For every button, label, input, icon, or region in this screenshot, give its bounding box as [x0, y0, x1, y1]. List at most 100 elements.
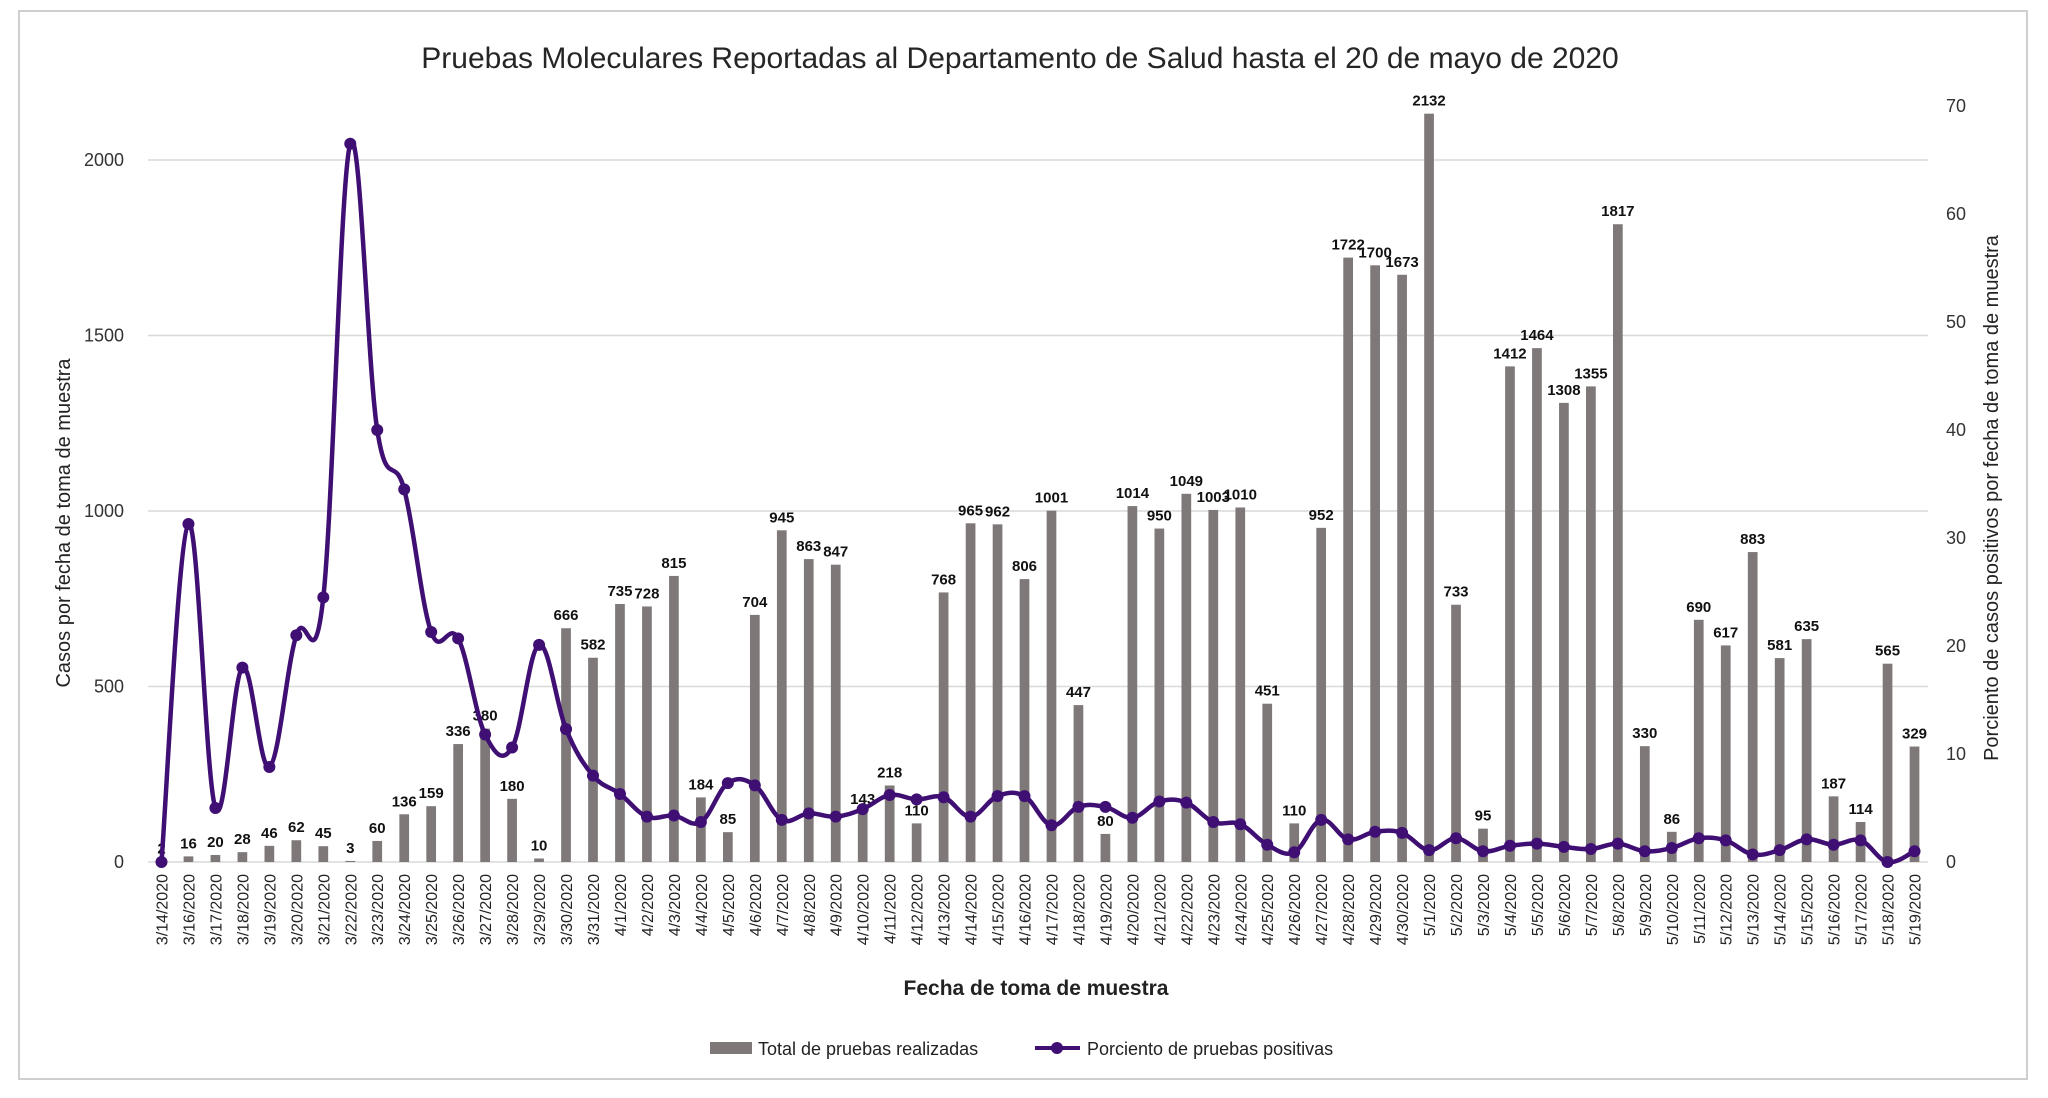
line-point: [1908, 845, 1921, 858]
x-tick-label: 5/2/2020: [1449, 874, 1466, 936]
bar-data-label: 1817: [1601, 203, 1634, 220]
line-point: [1261, 838, 1274, 851]
x-tick-label: 5/17/2020: [1854, 874, 1871, 945]
x-tick-label: 4/9/2020: [829, 874, 846, 936]
x-tick-label: 4/3/2020: [667, 874, 684, 936]
bar: [1397, 274, 1407, 863]
y-tick-label: 500: [94, 677, 124, 697]
bar-data-label: 768: [931, 571, 956, 588]
line-point: [1800, 833, 1813, 846]
bar: [183, 856, 194, 862]
x-tick-label: 5/16/2020: [1827, 874, 1844, 945]
x-tick-label: 4/21/2020: [1152, 874, 1169, 945]
x-tick-label: 5/1/2020: [1422, 874, 1439, 936]
line-point: [1207, 816, 1220, 829]
bar-data-label: 180: [500, 778, 525, 795]
bar: [237, 852, 248, 862]
x-tick-label: 3/30/2020: [559, 874, 576, 945]
bar: [1370, 265, 1380, 862]
line-point: [1827, 838, 1840, 851]
line-point: [1018, 790, 1031, 803]
bar: [1073, 705, 1084, 862]
bar: [696, 797, 706, 862]
bar: [345, 860, 356, 862]
line-point: [667, 809, 680, 822]
bar: [938, 592, 949, 862]
bar: [1451, 604, 1461, 862]
bar-data-label: 1722: [1331, 237, 1364, 254]
bar: [1343, 257, 1354, 862]
bar: [1532, 348, 1542, 862]
bar-data-label: 329: [1902, 726, 1927, 743]
x-tick-label: 3/16/2020: [181, 874, 198, 945]
bar-data-label: 46: [261, 825, 278, 842]
line-point: [802, 807, 815, 820]
bar: [588, 657, 598, 862]
line-point: [883, 789, 896, 802]
bar-data-label: 847: [823, 544, 848, 561]
line-point: [613, 787, 626, 800]
bar: [965, 523, 976, 862]
line-point: [1126, 811, 1139, 824]
bar: [1828, 796, 1839, 862]
bar: [1235, 507, 1246, 862]
bar: [1639, 746, 1650, 862]
x-tick-label: 4/27/2020: [1314, 874, 1331, 945]
bar-data-label: 1308: [1547, 382, 1580, 399]
bar-data-label: 60: [369, 820, 386, 837]
x-tick-label: 3/18/2020: [235, 874, 252, 945]
line-point: [1638, 845, 1651, 858]
y-axis-title: Casos por fecha de toma de muestra: [53, 358, 75, 688]
x-tick-label: 5/6/2020: [1557, 874, 1574, 936]
line-point: [1423, 844, 1436, 857]
line-point: [1369, 825, 1382, 838]
x-tick-label: 3/31/2020: [586, 874, 603, 945]
x-tick-label: 4/25/2020: [1260, 874, 1277, 945]
bar: [1909, 746, 1920, 862]
bar-data-label: 962: [985, 503, 1010, 520]
bar-data-label: 110: [905, 802, 929, 819]
line-point: [398, 483, 411, 496]
line-point: [1854, 834, 1867, 847]
line-point: [775, 813, 788, 826]
bar: [1208, 509, 1219, 862]
x-tick-label: 3/20/2020: [289, 874, 306, 945]
bar-data-label: 2132: [1412, 93, 1445, 110]
legend-swatch-marker: [1051, 1042, 1063, 1054]
bar-data-label: 565: [1875, 643, 1900, 660]
bar: [1100, 833, 1111, 862]
bar-data-label: 86: [1663, 811, 1680, 828]
bar-data-label: 16: [180, 835, 197, 852]
bar: [561, 628, 571, 862]
x-tick-label: 5/11/2020: [1692, 874, 1709, 944]
bar-data-label: 447: [1066, 684, 1091, 701]
x-tick-label: 3/29/2020: [532, 874, 549, 945]
x-tick-label: 3/23/2020: [370, 874, 387, 945]
line-point: [371, 424, 384, 436]
x-tick-label: 3/22/2020: [343, 874, 360, 945]
x-tick-label: 4/24/2020: [1233, 874, 1250, 945]
legend-label-bars: Total de pruebas realizadas: [758, 1039, 978, 1059]
x-tick-label: 5/9/2020: [1638, 874, 1655, 936]
bar: [318, 846, 329, 862]
bar-data-label: 28: [234, 831, 251, 848]
bar-data-label: 883: [1740, 531, 1765, 548]
bar: [1801, 639, 1812, 862]
x-tick-label: 3/25/2020: [424, 874, 441, 945]
line-point: [155, 856, 168, 868]
y-tick-label: 0: [114, 852, 124, 872]
y2-tick-label: 10: [1946, 744, 1966, 764]
bar-data-label: 1700: [1358, 244, 1391, 261]
bar: [830, 564, 841, 862]
bar: [1316, 527, 1327, 862]
bar: [1262, 703, 1273, 862]
x-tick-label: 3/26/2020: [451, 874, 468, 945]
x-tick-label: 4/26/2020: [1287, 874, 1304, 945]
line-point: [290, 629, 303, 642]
bar-data-label: 1001: [1035, 490, 1068, 507]
bar: [615, 604, 625, 862]
line-point: [209, 802, 222, 814]
left-axis-ticks: 0 500 1000 1500 2000: [84, 150, 124, 872]
bar-data-label: 581: [1767, 637, 1792, 654]
line-point: [1396, 826, 1409, 839]
